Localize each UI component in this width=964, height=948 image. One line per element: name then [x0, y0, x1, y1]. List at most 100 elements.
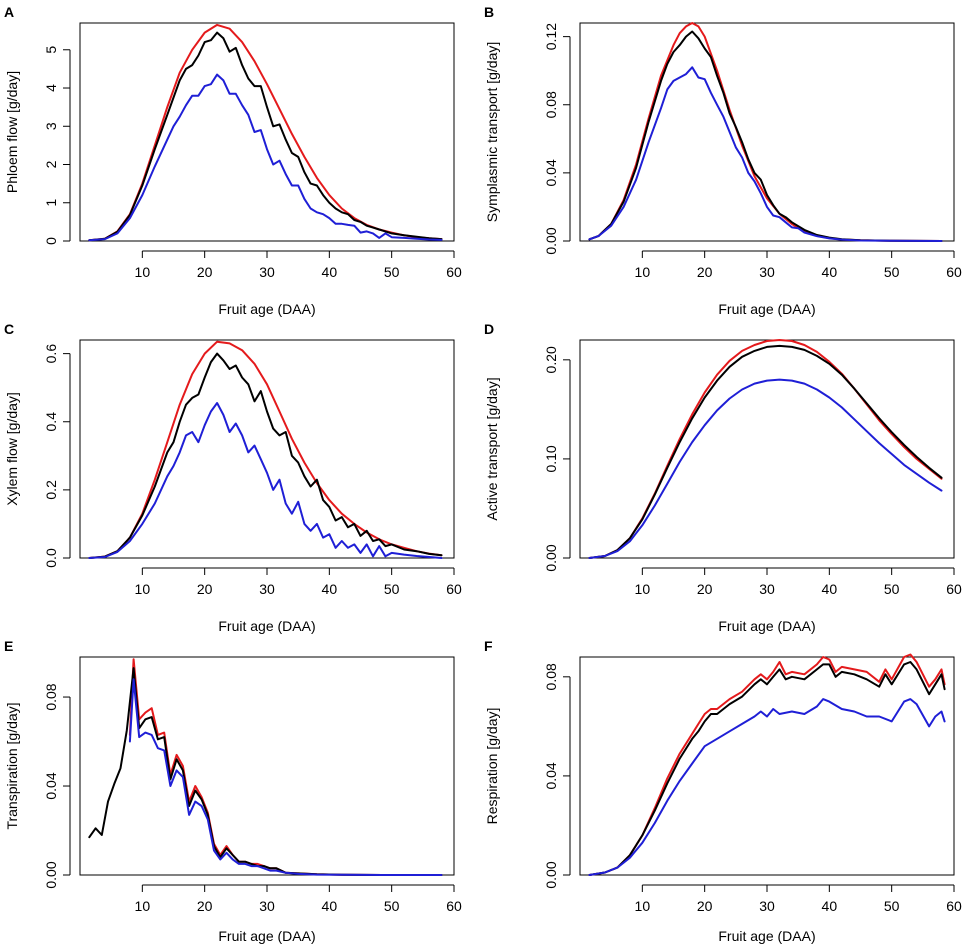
x-tick-label: 40	[322, 898, 338, 914]
x-tick-label: 50	[884, 264, 900, 280]
x-tick-label: 30	[259, 264, 275, 280]
x-tick-label: 20	[697, 898, 713, 914]
y-tick-label: 0.08	[543, 91, 559, 118]
panel-letter: D	[484, 321, 494, 337]
panel-f-respiration-chart: F 10 20 30 40 50 60 0.00 0.04 0.08 Fruit age (D…	[484, 638, 962, 944]
series-line-blue	[88, 402, 443, 559]
y-tick-label: 0.00	[43, 861, 59, 888]
series-line-red	[588, 22, 943, 242]
panel-b-symplasmic-transport-chart: B 10 20 30 40 50 60 0.00 0.04 0.08 0.12 Fruit ag…	[484, 4, 962, 317]
y-axis-title: Transpiration [g/day]	[4, 702, 20, 829]
panel-letter: F	[484, 638, 493, 654]
y-tick-label: 0.08	[43, 683, 59, 710]
plot-lines	[588, 22, 943, 242]
y-tick-label: 0.04	[43, 772, 59, 799]
y-tick-label: 4	[43, 84, 59, 92]
x-tick-label: 40	[822, 898, 838, 914]
x-tick-label: 10	[135, 581, 151, 597]
plot-frame	[79, 339, 455, 559]
plot-frame	[579, 656, 955, 876]
x-tick-label: 60	[446, 898, 462, 914]
series-line-blue	[588, 698, 946, 876]
y-tick-label: 0.2	[43, 480, 59, 500]
x-axis: 10 20 30 40 50 60	[135, 250, 462, 280]
x-tick-label: 30	[259, 898, 275, 914]
x-tick-label: 30	[259, 581, 275, 597]
series-line-black	[588, 344, 943, 559]
series-line-black	[88, 352, 443, 559]
plot-lines	[588, 653, 946, 876]
x-tick-label: 50	[884, 581, 900, 597]
series-line-blue	[88, 73, 443, 242]
panel-d-active-transport-chart: D 10 20 30 40 50 60 0.00 0.10 0.20 Fruit age (D…	[484, 321, 962, 634]
plot-lines	[88, 23, 443, 242]
panel-e-transpiration-chart: E 10 20 30 40 50 60 0.00 0.04 0.08 Fruit age (D…	[4, 638, 462, 944]
y-tick-label: 0.00	[543, 227, 559, 254]
x-tick-label: 20	[197, 581, 213, 597]
x-tick-label: 50	[384, 898, 400, 914]
y-axis: 0.0 0.2 0.4 0.6	[43, 344, 71, 568]
x-tick-label: 20	[697, 581, 713, 597]
y-tick-label: 0.04	[543, 159, 559, 186]
y-tick-label: 3	[43, 122, 59, 130]
panel-a-phloem-flow-chart: A 10 20 30 40 50 60 0 1 2 3 4 5 Fruit age (DAA) Ph…	[4, 4, 462, 317]
y-tick-label: 2	[43, 160, 59, 168]
x-tick-label: 40	[322, 264, 338, 280]
x-tick-label: 40	[822, 581, 838, 597]
y-tick-label: 0.04	[543, 762, 559, 789]
x-axis: 10 20 30 40 50 60	[635, 250, 962, 280]
y-axis-title: Phloem flow [g/day]	[4, 71, 20, 193]
x-axis: 10 20 30 40 50 60	[635, 567, 962, 597]
y-axis-title: Respiration [g/day]	[484, 708, 500, 825]
y-axis-title: Symplasmic transport [g/day]	[484, 42, 500, 223]
x-tick-label: 10	[635, 898, 651, 914]
series-line-red	[88, 340, 443, 559]
x-axis-title: Fruit age (DAA)	[218, 928, 315, 944]
y-axis: 0.00 0.04 0.08	[43, 683, 71, 889]
plot-lines	[88, 658, 443, 876]
series-line-blue	[588, 378, 943, 559]
x-tick-label: 30	[759, 581, 775, 597]
plot-frame	[579, 339, 955, 559]
series-line-black	[588, 30, 943, 242]
series-line-red	[128, 658, 443, 876]
y-tick-label: 0.12	[543, 23, 559, 50]
y-axis: 0.00 0.04 0.08 0.12	[543, 23, 571, 255]
y-axis-title: Active transport [g/day]	[484, 377, 500, 520]
plot-frame	[79, 656, 455, 876]
x-tick-label: 50	[884, 898, 900, 914]
panel-letter: A	[4, 4, 14, 20]
x-tick-label: 60	[446, 264, 462, 280]
plot-frame	[579, 22, 955, 242]
x-tick-label: 10	[135, 898, 151, 914]
plot-lines	[88, 340, 443, 559]
x-axis-title: Fruit age (DAA)	[718, 618, 815, 634]
x-axis: 10 20 30 40 50 60	[635, 884, 962, 914]
x-tick-label: 60	[446, 581, 462, 597]
x-tick-label: 20	[197, 264, 213, 280]
x-axis-title: Fruit age (DAA)	[718, 928, 815, 944]
series-line-red	[588, 653, 946, 876]
y-tick-label: 0.10	[543, 445, 559, 472]
series-line-black	[88, 31, 443, 242]
x-tick-label: 10	[635, 581, 651, 597]
y-axis: 0.00 0.10 0.20	[543, 346, 571, 572]
y-axis: 0 1 2 3 4 5	[43, 46, 71, 245]
panel-letter: C	[4, 321, 14, 337]
y-axis-title: Xylem flow [g/day]	[4, 392, 20, 506]
series-line-blue	[588, 66, 943, 242]
panel-letter: B	[484, 4, 494, 20]
x-axis-title: Fruit age (DAA)	[218, 618, 315, 634]
x-axis-title: Fruit age (DAA)	[218, 301, 315, 317]
x-axis-title: Fruit age (DAA)	[718, 301, 815, 317]
plot-frame	[79, 22, 455, 242]
x-tick-label: 50	[384, 581, 400, 597]
panel-letter: E	[4, 638, 13, 654]
y-tick-label: 0.08	[543, 663, 559, 690]
y-tick-label: 0	[43, 237, 59, 245]
series-line-blue	[128, 678, 443, 876]
y-tick-label: 1	[43, 199, 59, 207]
series-line-black	[588, 661, 946, 876]
x-axis: 10 20 30 40 50 60	[135, 884, 462, 914]
